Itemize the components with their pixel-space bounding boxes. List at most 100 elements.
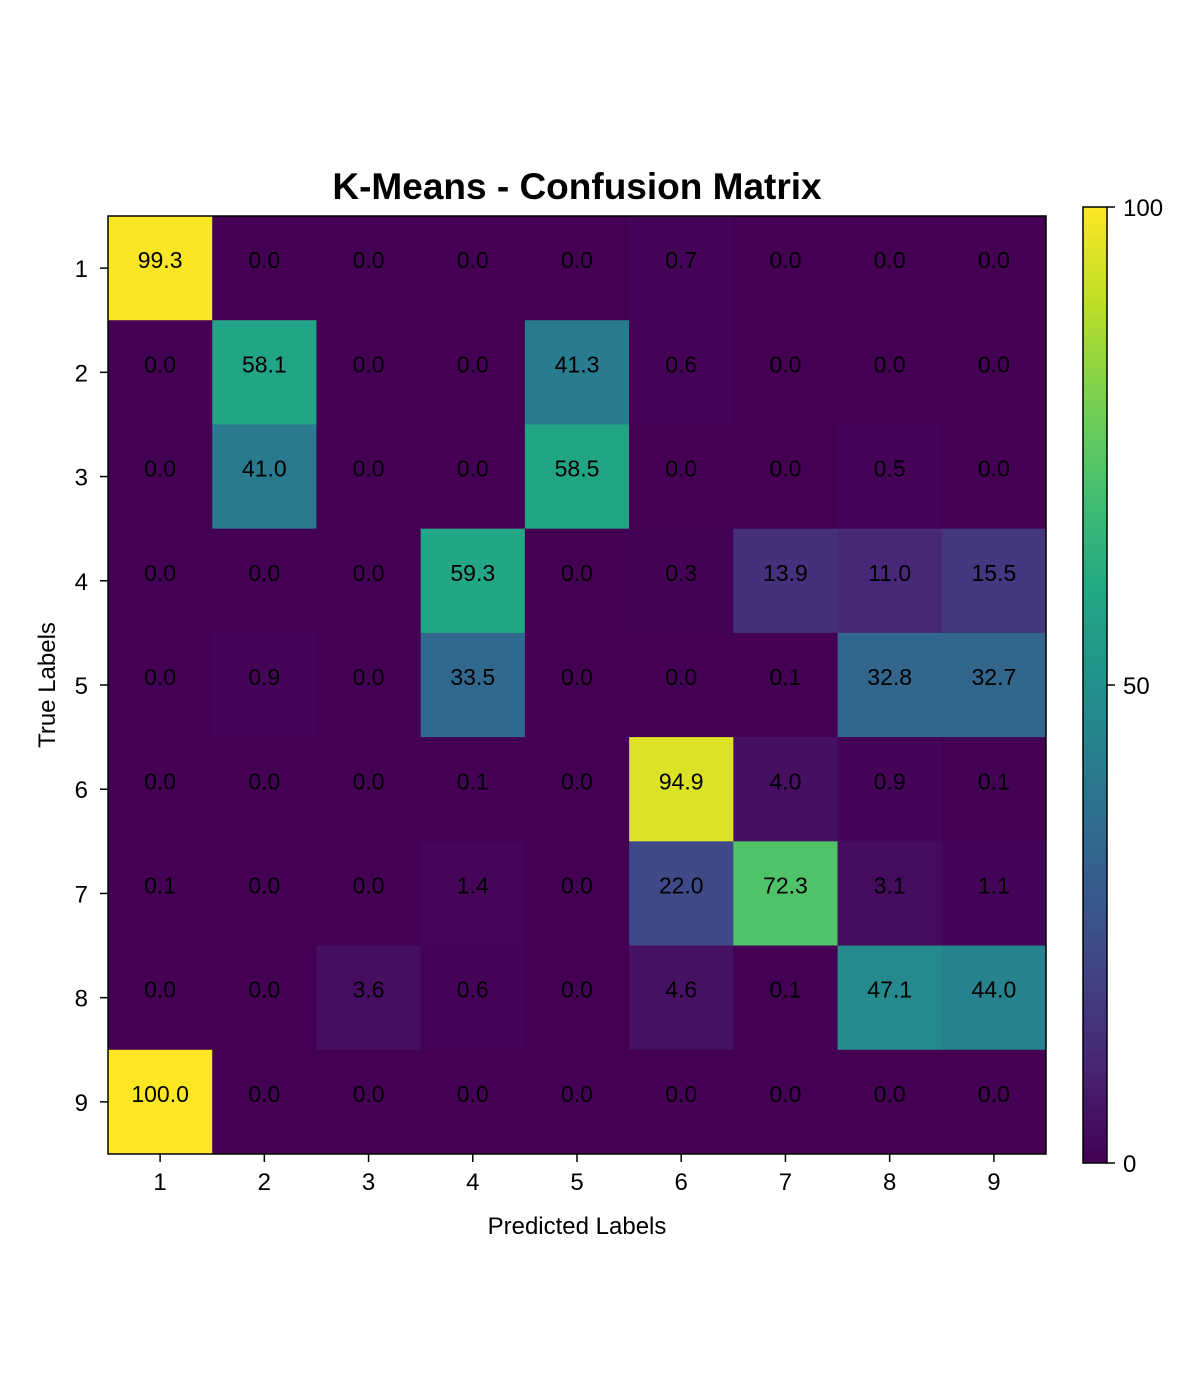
heatmap-cell: [420, 632, 526, 738]
heatmap-cell: [316, 945, 422, 1051]
cell-value-label: 0.0: [353, 768, 385, 794]
cell-value-label: 0.0: [561, 768, 593, 794]
heatmap-cell: [837, 320, 943, 425]
cell-value-label: 0.0: [144, 560, 176, 586]
heatmap-cell: [629, 424, 734, 530]
cell-value-label: 0.0: [457, 1081, 489, 1107]
heatmap-cell: [212, 945, 317, 1051]
cell-value-label: 1.1: [978, 873, 1010, 899]
cell-value-label: 0.0: [353, 1081, 385, 1107]
cell-value-label: 100.0: [131, 1081, 189, 1107]
heatmap-cell: [629, 945, 734, 1051]
heatmap-cell: [524, 424, 630, 530]
heatmap-cell: [733, 841, 839, 947]
heatmap-cell: [733, 216, 839, 321]
cell-value-label: 0.9: [248, 664, 280, 690]
heatmap-cell: [108, 528, 213, 634]
x-tick-label: 7: [779, 1169, 792, 1196]
cell-value-label: 0.0: [144, 351, 176, 377]
heatmap-cell: [524, 320, 630, 425]
cell-value-label: 0.9: [874, 768, 906, 794]
x-tick-label: 9: [987, 1169, 1000, 1196]
cell-value-label: 0.0: [457, 247, 489, 273]
x-axis-label: Predicted Labels: [488, 1213, 667, 1240]
heatmap-cell: [941, 1049, 1047, 1155]
cell-value-label: 0.0: [457, 456, 489, 482]
heatmap-cell: [733, 1049, 839, 1155]
cell-value-label: 0.0: [248, 768, 280, 794]
cell-value-label: 0.0: [769, 351, 801, 377]
cell-value-label: 0.0: [561, 977, 593, 1003]
heatmap-cell: [316, 632, 422, 738]
cell-value-label: 3.1: [874, 873, 906, 899]
y-tick-label: 6: [75, 777, 88, 804]
cell-value-label: 58.1: [242, 351, 287, 377]
heatmap-cell: [733, 632, 839, 738]
heatmap-cell: [629, 320, 734, 425]
cell-value-label: 0.0: [248, 1081, 280, 1107]
heatmap-cell: [212, 216, 317, 321]
colorbar-tick-label: 100: [1123, 195, 1163, 222]
cell-value-label: 0.1: [457, 768, 489, 794]
cell-value-label: 0.0: [561, 247, 593, 273]
heatmap-cell: [524, 216, 630, 321]
cell-value-label: 32.8: [867, 664, 912, 690]
x-tick-label: 2: [258, 1169, 271, 1196]
cell-value-label: 0.5: [874, 456, 906, 482]
cell-value-label: 15.5: [972, 560, 1017, 586]
heatmap-cell: [629, 528, 734, 634]
cell-value-label: 0.0: [561, 873, 593, 899]
heatmap-cell: [524, 737, 630, 842]
cell-value-label: 41.3: [555, 351, 600, 377]
heatmap-cell: [316, 528, 422, 634]
heatmap-cell: [941, 945, 1047, 1051]
cell-value-label: 0.0: [874, 351, 906, 377]
heatmap-cell: [524, 632, 630, 738]
x-tick-label: 6: [675, 1169, 688, 1196]
y-tick-label: 1: [75, 256, 88, 283]
cell-value-label: 99.3: [138, 247, 183, 273]
heatmap-cell: [108, 841, 213, 947]
cell-value-label: 3.6: [353, 977, 385, 1003]
cell-value-label: 44.0: [972, 977, 1017, 1003]
heatmap-cell: [108, 737, 213, 842]
heatmap-cell: [837, 841, 943, 947]
heatmap-cell: [941, 737, 1047, 842]
cell-value-label: 0.0: [353, 351, 385, 377]
heatmap-cell: [108, 945, 213, 1051]
y-tick-label: 5: [75, 673, 88, 700]
cell-value-label: 0.0: [144, 977, 176, 1003]
cell-value-label: 47.1: [867, 977, 912, 1003]
heatmap-cell: [108, 320, 213, 425]
cell-value-label: 0.0: [978, 1081, 1010, 1107]
heatmap-cell: [316, 737, 422, 842]
cell-value-label: 11.0: [868, 560, 911, 586]
heatmap-cell: [316, 424, 422, 530]
heatmap-cells: [108, 216, 1047, 1155]
y-tick-label: 2: [75, 360, 88, 387]
heatmap-cell: [212, 737, 317, 842]
cell-value-label: 33.5: [450, 664, 495, 690]
cell-value-label: 72.3: [763, 873, 808, 899]
colorbar-tick-label: 50: [1123, 673, 1150, 700]
heatmap-cell: [524, 841, 630, 947]
heatmap-cell: [212, 841, 317, 947]
heatmap-cell: [420, 841, 526, 947]
heatmap-cell: [420, 1049, 526, 1155]
heatmap-cell: [524, 945, 630, 1051]
heatmap-cell: [941, 632, 1047, 738]
cell-value-label: 0.0: [665, 664, 697, 690]
colorbar-ticks: 0 50 100: [1107, 195, 1163, 1178]
heatmap-cell: [212, 424, 317, 530]
heatmap-cell: [212, 528, 317, 634]
cell-value-label: 0.1: [978, 768, 1010, 794]
x-axis-ticks: 1 2 3 4 5 6 7 8 9: [153, 1154, 1001, 1196]
heatmap-cell: [420, 320, 526, 425]
heatmap-cell: [629, 216, 734, 321]
cell-value-label: 41.0: [242, 456, 287, 482]
heatmap-cell: [733, 737, 839, 842]
cell-value-label: 58.5: [555, 456, 600, 482]
heatmap-cell: [837, 1049, 943, 1155]
heatmap-cell: [108, 424, 213, 530]
cell-value-label: 0.0: [978, 247, 1010, 273]
